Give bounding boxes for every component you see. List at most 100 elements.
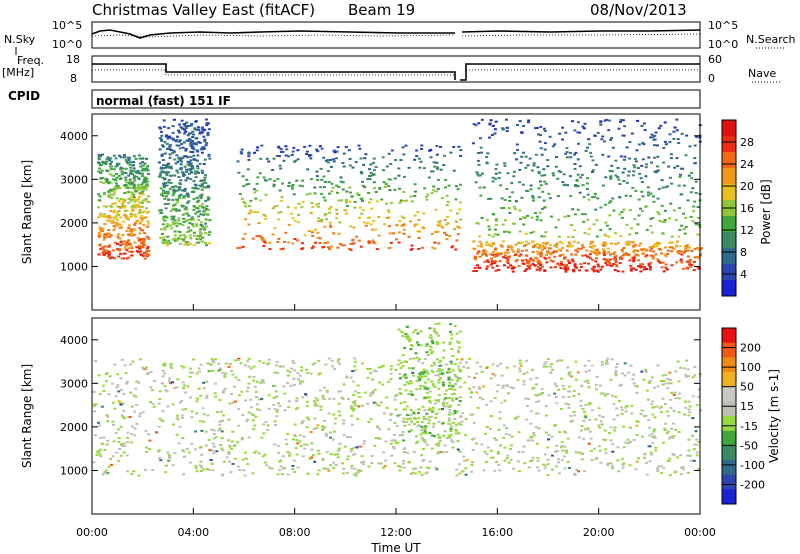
power-echo-cell	[473, 266, 477, 269]
power-echo-cell	[564, 131, 568, 134]
velocity-echo-cell	[414, 467, 418, 470]
power-echo-cell	[425, 195, 428, 198]
power-echo-cell	[191, 223, 194, 226]
velocity-echo-cell	[470, 470, 473, 473]
velocity-echo-cell	[622, 462, 626, 465]
velocity-echo-cell	[434, 374, 438, 377]
power-echo-cell	[583, 262, 587, 265]
velocity-echo-cell	[676, 360, 680, 363]
power-echo-cell	[476, 245, 480, 248]
power-echo-cell	[202, 135, 206, 138]
velocity-echo-cell	[447, 368, 451, 371]
power-echo-cell	[535, 218, 539, 221]
power-echo-cell	[652, 200, 656, 203]
power-echo-cell	[328, 221, 332, 224]
velocity-echo-cell	[666, 414, 670, 417]
colorbar-tick-label: 12	[740, 224, 754, 237]
velocity-echo-cell	[455, 468, 459, 471]
power-echo-cell	[241, 237, 245, 240]
power-echo-cell	[430, 233, 434, 235]
power-echo-cell	[695, 247, 699, 249]
velocity-echo-cell	[306, 372, 310, 375]
velocity-echo-cell	[688, 411, 692, 414]
velocity-echo-cell	[186, 385, 190, 388]
power-echo-cell	[688, 258, 692, 261]
power-echo-cell	[178, 234, 182, 237]
x-tick-label: 12:00	[380, 526, 412, 539]
velocity-echo-cell	[597, 424, 601, 427]
velocity-echo-cell	[124, 372, 128, 375]
velocity-echo-cell	[453, 392, 456, 395]
velocity-echo-cell	[306, 416, 309, 419]
velocity-echo-cell	[462, 365, 466, 368]
power-echo-cell	[669, 202, 673, 205]
velocity-echo-cell	[237, 465, 240, 468]
power-echo-cell	[113, 191, 117, 194]
velocity-echo-cell	[445, 437, 449, 440]
power-echo-cell	[677, 252, 681, 255]
power-echo-cell	[639, 177, 643, 180]
velocity-echo-cell	[148, 439, 152, 442]
power-echo-cell	[256, 146, 260, 149]
power-echo-cell	[637, 143, 641, 146]
velocity-echo-cell	[553, 450, 557, 453]
velocity-echo-cell	[346, 455, 350, 458]
power-echo-cell	[133, 223, 137, 226]
velocity-echo-cell	[557, 458, 561, 461]
power-echo-cell	[572, 270, 576, 273]
power-echo-cell	[538, 269, 542, 272]
noise-left-tick-bottom: 10^0	[52, 38, 82, 51]
power-echo-cell	[515, 258, 519, 261]
power-echo-cell	[514, 200, 518, 202]
power-echo-cell	[132, 213, 136, 216]
power-echo-cell	[621, 171, 625, 174]
power-echo-cell	[694, 191, 698, 194]
velocity-echo-cell	[664, 382, 668, 385]
power-echo-cell	[621, 250, 624, 253]
power-echo-cell	[665, 268, 669, 271]
power-echo-cell	[121, 234, 125, 236]
power-echo-cell	[181, 223, 185, 226]
velocity-echo-cell	[410, 344, 413, 346]
power-echo-cell	[147, 249, 151, 252]
velocity-echo-cell	[661, 383, 665, 386]
power-echo-cell	[140, 183, 144, 186]
power-echo-cell	[673, 166, 677, 169]
velocity-echo-cell	[221, 449, 225, 452]
velocity-echo-cell	[119, 403, 123, 406]
power-echo-cell	[692, 205, 696, 208]
velocity-echo-cell	[416, 440, 420, 443]
velocity-echo-cell	[212, 433, 216, 436]
velocity-echo-cell	[149, 401, 152, 403]
power-echo-cell	[244, 205, 248, 208]
power-echo-cell	[476, 252, 480, 255]
power-echo-cell	[358, 206, 362, 209]
power-echo-cell	[432, 161, 436, 164]
velocity-echo-cell	[190, 442, 194, 445]
power-echo-cell	[554, 245, 558, 248]
velocity-echo-cell	[441, 403, 445, 406]
power-echo-cell	[139, 220, 143, 223]
velocity-echo-cell	[463, 434, 467, 437]
power-echo-cell	[363, 186, 367, 189]
power-echo-cell	[352, 242, 356, 245]
power-echo-cell	[122, 171, 126, 174]
velocity-echo-cell	[435, 358, 439, 361]
power-echo-cell	[641, 195, 645, 198]
power-echo-cell	[579, 266, 583, 268]
power-echo-cell	[191, 146, 195, 149]
power-echo-cell	[458, 226, 462, 229]
velocity-echo-cell	[169, 365, 173, 368]
power-echo-cell	[543, 206, 547, 209]
velocity-echo-cell	[440, 364, 444, 367]
power-echo-cell	[539, 262, 543, 265]
velocity-echo-cell	[471, 449, 475, 451]
velocity-echo-cell	[495, 390, 499, 393]
power-echo-cell	[385, 165, 389, 168]
power-echo-cell	[676, 165, 680, 168]
power-echo-cell	[384, 202, 388, 205]
velocity-echo-cell	[648, 445, 652, 448]
power-echo-cell	[133, 229, 137, 232]
power-echo-cell	[170, 137, 174, 140]
power-echo-cell	[667, 165, 671, 168]
